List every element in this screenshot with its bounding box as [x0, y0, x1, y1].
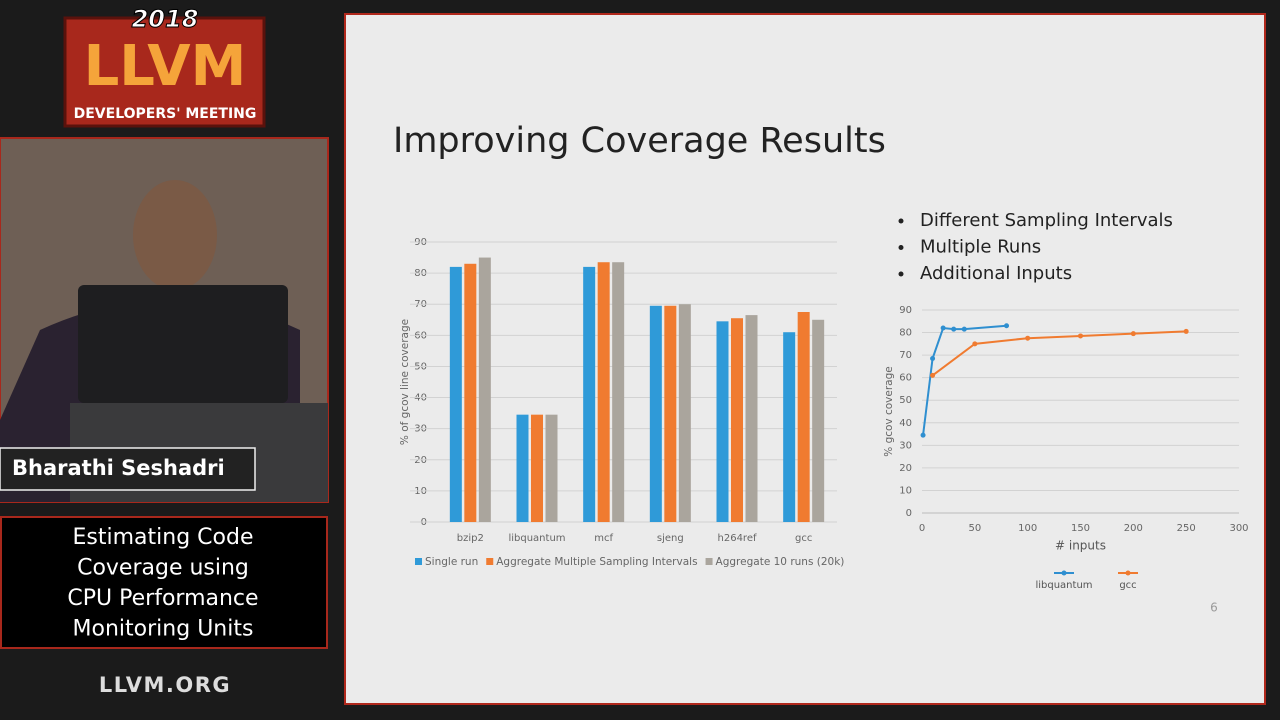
bar [464, 263, 477, 522]
logo-badge [63, 16, 266, 128]
bar [745, 315, 758, 522]
bar [649, 305, 662, 522]
bullet-text: Additional Inputs [920, 263, 1072, 284]
logo-subtitle: DEVELOPERS' MEETING [74, 106, 257, 122]
talk-title-line: Monitoring Units [73, 617, 254, 642]
talk-title-line: Coverage using [77, 556, 249, 581]
y-tick-label: 40 [899, 418, 912, 429]
x-tick-label: libquantum [508, 533, 565, 544]
bullet-text: Multiple Runs [920, 237, 1041, 258]
x-axis-title: # inputs [1055, 539, 1106, 553]
bar [516, 414, 529, 522]
point [951, 326, 957, 332]
y-axis-title: % gcov coverage [883, 366, 895, 456]
x-tick-label: bzip2 [457, 533, 484, 544]
bullet-dot [898, 271, 904, 277]
page-number: 6 [1210, 601, 1218, 615]
bar [731, 318, 743, 522]
logo-name: LLVM [84, 34, 247, 99]
y-tick-label: 60 [899, 373, 912, 384]
x-tick-label: 100 [1018, 523, 1037, 534]
y-axis-title: % of gcov line coverage [399, 319, 411, 445]
point [1078, 333, 1083, 339]
x-tick-label: 200 [1124, 523, 1143, 534]
legend-marker [1125, 570, 1131, 576]
bullet-dot [898, 218, 904, 224]
talk-title-box [0, 516, 328, 649]
bar [597, 262, 610, 522]
charts: 0 10 20 30 40 50 60 70 80 90 % of gcov line covera… [399, 237, 1249, 591]
logo-year: 2018 [132, 5, 199, 33]
line-series [922, 324, 1007, 436]
legend-marker [1061, 570, 1067, 576]
y-tick-label: 20 [899, 463, 912, 474]
bar [612, 262, 625, 522]
legend-label: gcc [1119, 580, 1136, 591]
name-box [0, 447, 256, 491]
point [972, 341, 978, 347]
legend-label: Aggregate Multiple Sampling Intervals [496, 556, 697, 568]
x-tick-label: mcf [594, 533, 613, 544]
speaker-name: Bharathi Seshadri [12, 456, 225, 480]
talk-title-line: CPU Performance [67, 586, 258, 611]
point [1183, 328, 1189, 334]
site-url: LLVM.ORG [99, 673, 231, 697]
point [920, 432, 926, 438]
y-tick-label: 30 [899, 440, 912, 451]
bullet-dot [898, 245, 904, 250]
legend-swatch [705, 558, 713, 565]
bullet-list: Different Sampling Intervals Multiple Run… [898, 210, 1173, 284]
legend-label: Aggregate 10 runs (20k) [716, 556, 845, 568]
talk-title-line: Estimating Code [73, 525, 254, 550]
x-tick-label: 0 [919, 523, 925, 534]
y-tick-label: 50 [899, 395, 912, 406]
talk-title: Estimating Code Coverage using CPU Perform… [67, 525, 258, 642]
bar [812, 319, 825, 522]
point [961, 326, 967, 332]
x-tick-label: 50 [968, 523, 981, 534]
x-tick-label: sjeng [657, 533, 684, 544]
slide-title: Improving Coverage Results [393, 121, 886, 161]
y-tick-label: 70 [899, 350, 912, 361]
bar [664, 305, 677, 522]
bar [531, 414, 543, 522]
x-tick-label: 150 [1071, 523, 1090, 534]
legend-swatch [415, 558, 422, 565]
point [1004, 323, 1010, 329]
bar [583, 266, 596, 522]
point [1130, 331, 1136, 337]
bar [678, 304, 691, 522]
point [930, 355, 936, 361]
y-tick-label: 0 [906, 508, 912, 519]
legend-label: libquantum [1035, 580, 1092, 591]
bar [545, 414, 558, 522]
legend-label: Single run [425, 556, 478, 568]
bar [797, 312, 810, 522]
point [930, 372, 936, 378]
x-tick-label: h264ref [718, 533, 757, 544]
bar [449, 266, 462, 522]
x-tick-label: 300 [1229, 523, 1248, 534]
x-tick-label: gcc [795, 533, 812, 544]
bar [783, 332, 796, 522]
bar [478, 257, 491, 522]
x-tick-label: 250 [1177, 523, 1196, 534]
bar [716, 321, 729, 522]
speaker-head [133, 180, 217, 290]
point [940, 325, 946, 331]
bullet-text: Different Sampling Intervals [920, 210, 1173, 231]
line-series [931, 330, 1187, 377]
laptop [78, 285, 288, 403]
y-tick-label: 10 [899, 485, 912, 496]
y-tick-label: 80 [899, 328, 912, 339]
point [1025, 335, 1031, 341]
y-tick-label: 90 [899, 305, 912, 316]
legend-swatch [486, 558, 494, 565]
